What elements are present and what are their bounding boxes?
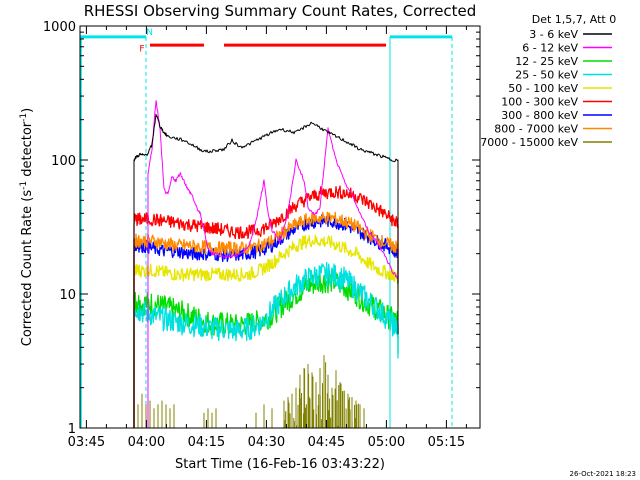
y-axis-title-part1: Corrected Count Rate (s <box>20 190 35 347</box>
series-line-7000-15000-kev <box>133 355 365 428</box>
x-tick-label: 04:45 <box>308 435 345 450</box>
series-line-3-6-kev <box>133 113 399 428</box>
flag-letter-n: N <box>146 28 153 38</box>
legend-label: 7000 - 15000 keV <box>480 136 578 149</box>
y-tick-label: 1 <box>68 422 76 437</box>
timestamp: 26-Oct-2021 18:23 <box>570 470 636 478</box>
x-tick-label: 05:00 <box>368 435 405 450</box>
x-axis: 03:45 04:00 04:15 04:30 04:45 05:00 05:15 <box>68 26 467 450</box>
x-tick-label: 03:45 <box>68 435 105 450</box>
series-line-25-50-kev <box>133 261 399 428</box>
x-axis-title: Start Time (16-Feb-16 03:43:22) <box>175 457 385 472</box>
y-axis-title-part3: ) <box>20 108 35 113</box>
x-tick-label: 04:30 <box>248 435 285 450</box>
legend-label: 6 - 12 keV <box>522 42 578 55</box>
series-line-800-7000-kev <box>133 211 399 428</box>
x-tick-label: 04:15 <box>188 435 225 450</box>
series-line-6-12-kev <box>147 100 399 428</box>
legend-label: 100 - 300 keV <box>501 96 578 109</box>
chart-title: RHESSI Observing Summary Count Rates, Co… <box>84 2 477 20</box>
series-line-100-300-kev <box>133 185 399 428</box>
series-layer <box>133 100 399 428</box>
legend-label: 12 - 25 keV <box>515 55 578 68</box>
legend-header: Det 1,5,7, Att 0 <box>532 13 616 26</box>
x-tick-label: 05:15 <box>428 435 465 450</box>
legend-label: 300 - 800 keV <box>501 109 578 122</box>
y-tick-label: 100 <box>51 154 76 169</box>
y-axis-title: Corrected Count Rate (s-1 detector-1) <box>19 108 35 346</box>
y-tick-label: 1000 <box>43 20 76 35</box>
legend-label: 800 - 7000 keV <box>494 123 578 136</box>
flag-layer: FN <box>80 28 453 428</box>
y-axis-title-part2: detector <box>20 121 35 181</box>
y-axis: 1 10 100 1000 <box>43 20 480 437</box>
y-axis-title-sup2: -1 <box>19 113 29 122</box>
y-tick-label: 10 <box>59 288 76 303</box>
y-axis-title-sup1: -1 <box>19 181 29 190</box>
legend-label: 3 - 6 keV <box>529 28 578 41</box>
x-tick-label: 04:00 <box>128 435 165 450</box>
plot-frame <box>79 25 481 429</box>
legend-label: 50 - 100 keV <box>508 82 578 95</box>
legend-label: 25 - 50 keV <box>515 69 578 82</box>
series-line-50-100-kev <box>133 234 399 428</box>
flag-letter-f: F <box>139 44 144 54</box>
